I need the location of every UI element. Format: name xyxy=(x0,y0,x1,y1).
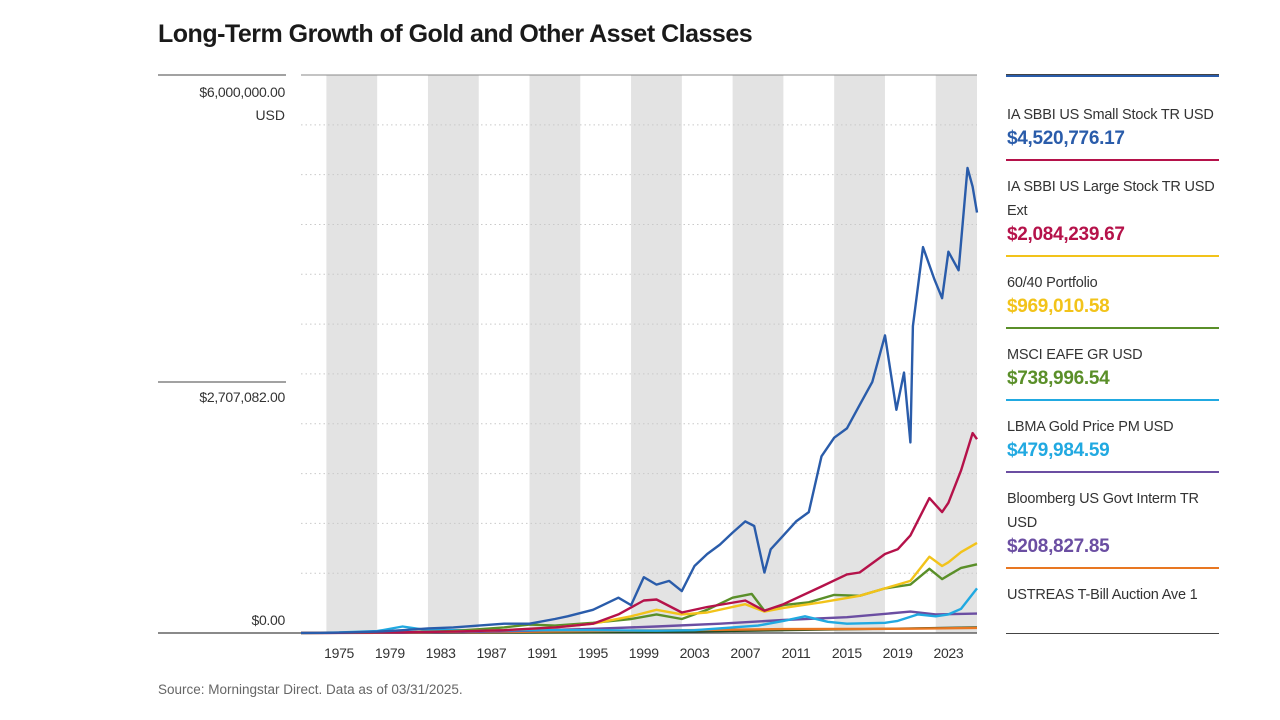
legend-item: USTREAS T-Bill Auction Ave 1 Mon xyxy=(1006,567,1219,613)
x-tick-label: 2019 xyxy=(883,645,913,661)
gridlines xyxy=(301,124,977,574)
shaded-band-3 xyxy=(631,75,682,633)
legend-series-value: $479,984.59 xyxy=(1007,440,1110,461)
y-unit-label: USD xyxy=(255,107,285,123)
legend-series-name: 60/40 Portfolio xyxy=(1007,275,1098,291)
x-tick-label: 1979 xyxy=(375,645,405,661)
legend-series-value: $2,084,239.67 xyxy=(1007,224,1125,245)
x-tick-label: 1983 xyxy=(426,645,456,661)
legend-series-name: MSCI EAFE GR USD xyxy=(1007,347,1143,363)
x-axis-labels: 1975 1979 1983 1987 1991 1995 1999 2003 2007 2011… xyxy=(324,645,964,661)
legend-series-name: LBMA Gold Price PM USD xyxy=(1007,419,1174,435)
legend-top-rule xyxy=(1006,74,1219,75)
shaded-band-2 xyxy=(529,75,581,633)
shaded-band-6 xyxy=(935,75,977,633)
x-tick-label: 1991 xyxy=(527,645,557,661)
x-tick-label: 1987 xyxy=(476,645,506,661)
x-tick-label: 1975 xyxy=(324,645,354,661)
x-tick-label: 2023 xyxy=(933,645,963,661)
legend-series-name: IA SBBI US Small Stock TR USD xyxy=(1007,107,1214,123)
legend-series-name: IA SBBI US Large Stock TR USD Ext xyxy=(1007,179,1215,219)
legend-item: LBMA Gold Price PM USD $479,984.59 xyxy=(1006,399,1219,471)
source-note: Source: Morningstar Direct. Data as of 0… xyxy=(158,682,463,697)
legend-series-value: $208,827.85 xyxy=(1007,536,1110,557)
legend-item: IA SBBI US Large Stock TR USD Ext $2,084,… xyxy=(1006,159,1219,255)
shaded-band-1 xyxy=(427,75,479,633)
legend-series-value: $4,520,776.17 xyxy=(1007,128,1125,149)
legend-series-name: Bloomberg US Govt Interm TR USD xyxy=(1007,491,1199,531)
shaded-band-4 xyxy=(732,75,784,633)
series-line-0 xyxy=(300,166,979,635)
legend-item: MSCI EAFE GR USD $738,996.54 xyxy=(1006,327,1219,399)
legend-series-value: $738,996.54 xyxy=(1007,368,1110,389)
series-line-3 xyxy=(300,563,978,635)
y-tick-label: $0.00 xyxy=(251,612,285,628)
x-tick-label: 2003 xyxy=(680,645,710,661)
x-tick-label: 2007 xyxy=(730,645,760,661)
legend-series-name: USTREAS T-Bill Auction Ave 1 Mon xyxy=(1007,587,1198,613)
legend-item: Bloomberg US Govt Interm TR USD $208,827.… xyxy=(1006,471,1219,567)
legend-bottom-rule xyxy=(1006,633,1219,634)
x-tick-label: 2015 xyxy=(832,645,862,661)
y-tick-label: $6,000,000.00 xyxy=(199,84,285,100)
y-tick-label: $2,707,082.00 xyxy=(199,389,285,405)
chart-title: Long-Term Growth of Gold and Other Asset… xyxy=(158,20,753,48)
legend-item: IA SBBI US Small Stock TR USD $4,520,776.… xyxy=(1006,75,1219,159)
legend-item: 60/40 Portfolio $969,010.58 xyxy=(1006,255,1219,327)
series-line-1 xyxy=(301,431,978,635)
y-axis-labels: $6,000,000.00 $2,707,082.00 $0.00 USD xyxy=(199,84,285,628)
x-tick-label: 2011 xyxy=(782,645,811,661)
x-tick-label: 1995 xyxy=(578,645,608,661)
legend: IA SBBI US Small Stock TR USD $4,520,776.… xyxy=(1006,74,1219,613)
shaded-band-0 xyxy=(326,75,378,633)
legend-series-value: $969,010.58 xyxy=(1007,296,1110,317)
shaded-band-5 xyxy=(834,75,885,633)
series-lines xyxy=(300,166,979,635)
shaded-year-bands xyxy=(326,75,977,633)
x-tick-label: 1999 xyxy=(629,645,659,661)
